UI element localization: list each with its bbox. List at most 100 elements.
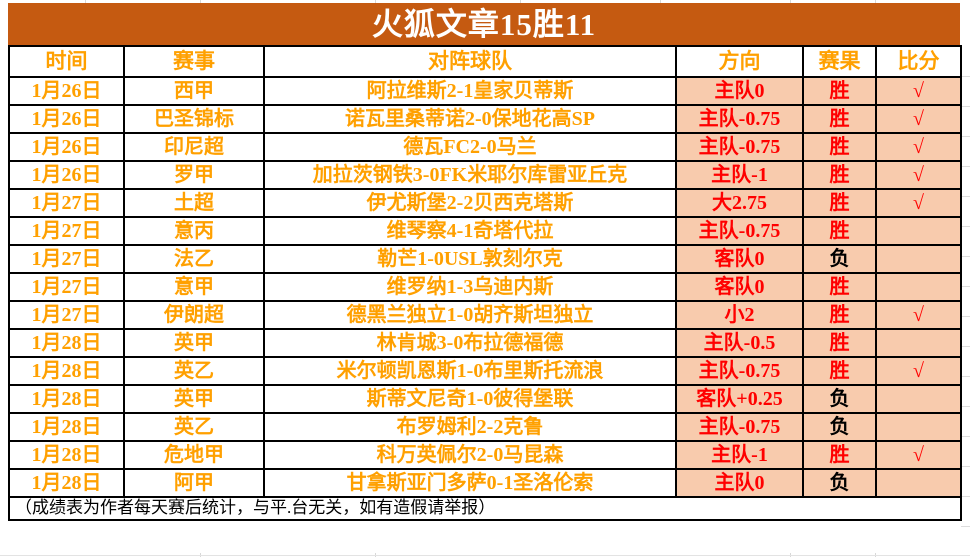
cell-date: 1月28日 [8, 356, 125, 386]
column-header: 赛果 [802, 45, 877, 78]
cell-score: √ [875, 356, 962, 386]
cell-score: √ [875, 132, 962, 162]
gridline-tick [85, 0, 86, 3]
cell-score [875, 328, 962, 358]
table-row: 1月28日 英甲 斯蒂文尼奇1-0彼得堡联 客队+0.25 负 [8, 384, 962, 414]
cell-league: 英乙 [123, 356, 265, 386]
cell-direction: 客队0 [675, 272, 804, 302]
gridline-strip [961, 76, 970, 528]
cell-date: 1月27日 [8, 244, 125, 274]
page-title: 火狐文章15胜11 [371, 7, 597, 42]
cell-score: √ [875, 160, 962, 190]
cell-result: 负 [802, 412, 877, 442]
cell-result: 胜 [802, 300, 877, 330]
cell-score [875, 244, 962, 274]
cell-match: 维罗纳1-3乌迪内斯 [263, 272, 677, 302]
cell-result: 胜 [802, 356, 877, 386]
cell-score [875, 384, 962, 414]
footer-note: （成绩表为作者每天赛后统计，与平.台无关，如有造假请举报） [8, 496, 962, 521]
cell-date: 1月26日 [8, 76, 125, 106]
table-row: 1月27日 法乙 勒芒1-0USL敦刻尔克 客队0 负 [8, 244, 962, 274]
cell-result: 胜 [802, 76, 877, 106]
cell-direction: 主队-0.75 [675, 216, 804, 246]
cell-date: 1月28日 [8, 384, 125, 414]
cell-match: 林肯城3-0布拉德福德 [263, 328, 677, 358]
cell-result: 胜 [802, 188, 877, 218]
cell-date: 1月26日 [8, 104, 125, 134]
cell-result: 胜 [802, 160, 877, 190]
table-row: 1月28日 英乙 米尔顿凯恩斯1-0布里斯托流浪 主队-0.75 胜 √ [8, 356, 962, 386]
cell-result: 胜 [802, 132, 877, 162]
gridline-bottom [0, 555, 970, 556]
column-header: 赛事 [123, 45, 265, 78]
cell-match: 德瓦FC2-0马兰 [263, 132, 677, 162]
table-row: 1月28日 阿甲 甘拿斯亚门多萨0-1圣洛伦索 主队0 负 [8, 468, 962, 498]
cell-league: 英甲 [123, 328, 265, 358]
table-row: 1月26日 巴圣锦标 诺瓦里桑蒂诺2-0保地花高SP 主队-0.75 胜 √ [8, 104, 962, 134]
cell-league: 罗甲 [123, 160, 265, 190]
cell-direction: 客队+0.25 [675, 384, 804, 414]
table-row: 1月28日 英甲 林肯城3-0布拉德福德 主队-0.5 胜 [8, 328, 962, 358]
table-row: 1月27日 伊朗超 德黑兰独立1-0胡齐斯坦独立 小2 胜 √ [8, 300, 962, 330]
results-table: 时间 赛事 对阵球队 方向 赛果 比分 1月26日 西甲 阿拉维斯2-1皇家贝蒂斯 主队0 胜 √ 1… [8, 45, 962, 521]
cell-score: √ [875, 104, 962, 134]
table-row: 1月27日 意丙 维琴察4-1奇塔代拉 主队-0.75 胜 [8, 216, 962, 246]
column-header: 时间 [8, 45, 125, 78]
gridline-tick [660, 0, 661, 3]
cell-result: 负 [802, 468, 877, 498]
table-row: 1月27日 土超 伊尤斯堡2-2贝西克塔斯 大2.75 胜 √ [8, 188, 962, 218]
cell-direction: 主队-0.75 [675, 132, 804, 162]
cell-direction: 大2.75 [675, 188, 804, 218]
gridline-tick [790, 0, 791, 3]
column-header: 比分 [875, 45, 962, 78]
cell-match: 科万英佩尔2-0马昆森 [263, 440, 677, 470]
table-header-row: 时间 赛事 对阵球队 方向 赛果 比分 [8, 45, 962, 78]
cell-league: 危地甲 [123, 440, 265, 470]
gridline-tick [875, 0, 876, 3]
gridline-tick [375, 0, 376, 3]
table-row: 1月27日 意甲 维罗纳1-3乌迪内斯 客队0 胜 [8, 272, 962, 302]
table-body: 1月26日 西甲 阿拉维斯2-1皇家贝蒂斯 主队0 胜 √ 1月26日 巴圣锦标 诺瓦里桑蒂诺2… [8, 76, 962, 498]
cell-result: 胜 [802, 216, 877, 246]
cell-match: 德黑兰独立1-0胡齐斯坦独立 [263, 300, 677, 330]
table-row: 1月28日 英乙 布罗姆利2-2克鲁 主队-0.75 负 [8, 412, 962, 442]
cell-date: 1月27日 [8, 300, 125, 330]
cell-score: √ [875, 440, 962, 470]
cell-match: 布罗姆利2-2克鲁 [263, 412, 677, 442]
cell-direction: 主队-1 [675, 160, 804, 190]
cell-match: 甘拿斯亚门多萨0-1圣洛伦索 [263, 468, 677, 498]
cell-match: 米尔顿凯恩斯1-0布里斯托流浪 [263, 356, 677, 386]
cell-direction: 主队-0.75 [675, 412, 804, 442]
cell-date: 1月26日 [8, 160, 125, 190]
cell-direction: 主队0 [675, 76, 804, 106]
gridline-tick [520, 0, 521, 3]
cell-match: 加拉茨钢铁3-0FK米耶尔库雷亚丘克 [263, 160, 677, 190]
column-header: 对阵球队 [263, 45, 677, 78]
cell-match: 斯蒂文尼奇1-0彼得堡联 [263, 384, 677, 414]
cell-league: 伊朗超 [123, 300, 265, 330]
cell-direction: 主队-0.5 [675, 328, 804, 358]
cell-league: 印尼超 [123, 132, 265, 162]
table-row: 1月26日 西甲 阿拉维斯2-1皇家贝蒂斯 主队0 胜 √ [8, 76, 962, 106]
cell-result: 负 [802, 384, 877, 414]
cell-direction: 主队-1 [675, 440, 804, 470]
cell-score [875, 216, 962, 246]
table-row: 1月28日 危地甲 科万英佩尔2-0马昆森 主队-1 胜 √ [8, 440, 962, 470]
cell-match: 诺瓦里桑蒂诺2-0保地花高SP [263, 104, 677, 134]
cell-score [875, 272, 962, 302]
cell-date: 1月27日 [8, 272, 125, 302]
cell-date: 1月28日 [8, 328, 125, 358]
cell-score: √ [875, 76, 962, 106]
cell-direction: 客队0 [675, 244, 804, 274]
cell-direction: 主队-0.75 [675, 104, 804, 134]
cell-league: 巴圣锦标 [123, 104, 265, 134]
cell-league: 法乙 [123, 244, 265, 274]
cell-date: 1月27日 [8, 216, 125, 246]
cell-direction: 小2 [675, 300, 804, 330]
cell-date: 1月26日 [8, 132, 125, 162]
cell-match: 伊尤斯堡2-2贝西克塔斯 [263, 188, 677, 218]
cell-league: 意丙 [123, 216, 265, 246]
cell-score [875, 412, 962, 442]
cell-result: 胜 [802, 272, 877, 302]
cell-league: 西甲 [123, 76, 265, 106]
